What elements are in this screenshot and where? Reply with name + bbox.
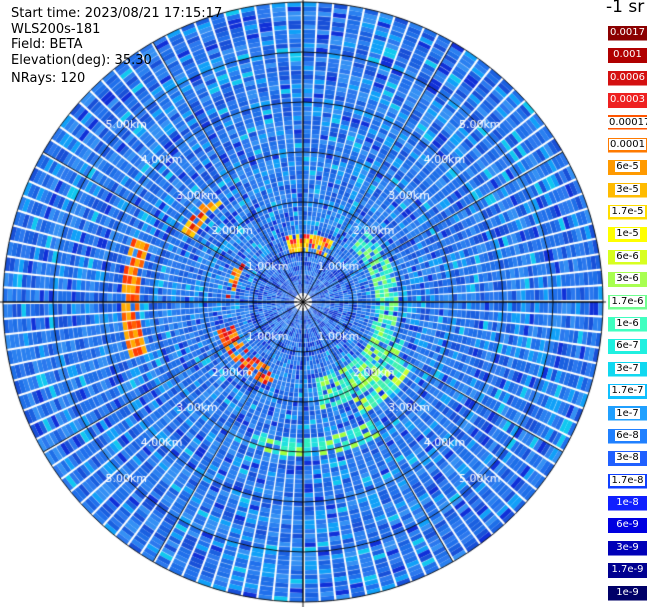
- colorbar-level: 3e-6: [608, 268, 647, 291]
- colorbar-level: 1.7e-5: [608, 201, 647, 224]
- colorbar-level: 3e-5: [608, 178, 647, 202]
- nrays-label: NRays: 120: [11, 71, 86, 86]
- colorbar-level: 6e-9: [608, 514, 647, 537]
- colorbar-level: 0.0003: [608, 89, 647, 112]
- colorbar-level: 0.00017: [608, 111, 647, 134]
- colorbar-level: 1e-6: [608, 313, 647, 336]
- colorbar-level: 6e-6: [608, 245, 647, 269]
- colorbar-level: 1.7e-8: [608, 469, 647, 493]
- colorbar-level: 1.7e-7: [608, 380, 647, 403]
- colorbar-level: 1.7e-9: [608, 559, 647, 582]
- colorbar-level: 6e-5: [608, 156, 647, 179]
- field-label: Field: BETA: [11, 37, 83, 52]
- colorbar-level: 1e-7: [608, 402, 647, 425]
- colorbar-level: 0.0006: [608, 66, 647, 90]
- colorbar-level: 3e-9: [608, 536, 647, 560]
- colorbar-level: 3e-8: [608, 447, 647, 470]
- colorbar-level: 0.001: [608, 44, 647, 67]
- colorbar-level: 1e-9: [608, 581, 647, 604]
- colorbar-level: 6e-7: [608, 335, 647, 358]
- colorbar-level: 0.0017: [608, 22, 647, 45]
- start-time-label: Start time: 2023/08/21 17:15:17: [11, 6, 223, 21]
- colorbar-level: 0.0001: [608, 133, 647, 157]
- instrument-label: WLS200s-181: [11, 22, 101, 37]
- colorbar-level: 3e-7: [608, 357, 647, 381]
- elevation-label: Elevation(deg): 35.30: [11, 53, 152, 68]
- colorbar-level: 1e-5: [608, 223, 647, 246]
- colorbar-level: 6e-8: [608, 424, 647, 448]
- colorbar-title: -1 sr: [606, 0, 645, 17]
- colorbar-level: 1.7e-6: [608, 290, 647, 313]
- colorbar-level: 1e-8: [608, 492, 647, 515]
